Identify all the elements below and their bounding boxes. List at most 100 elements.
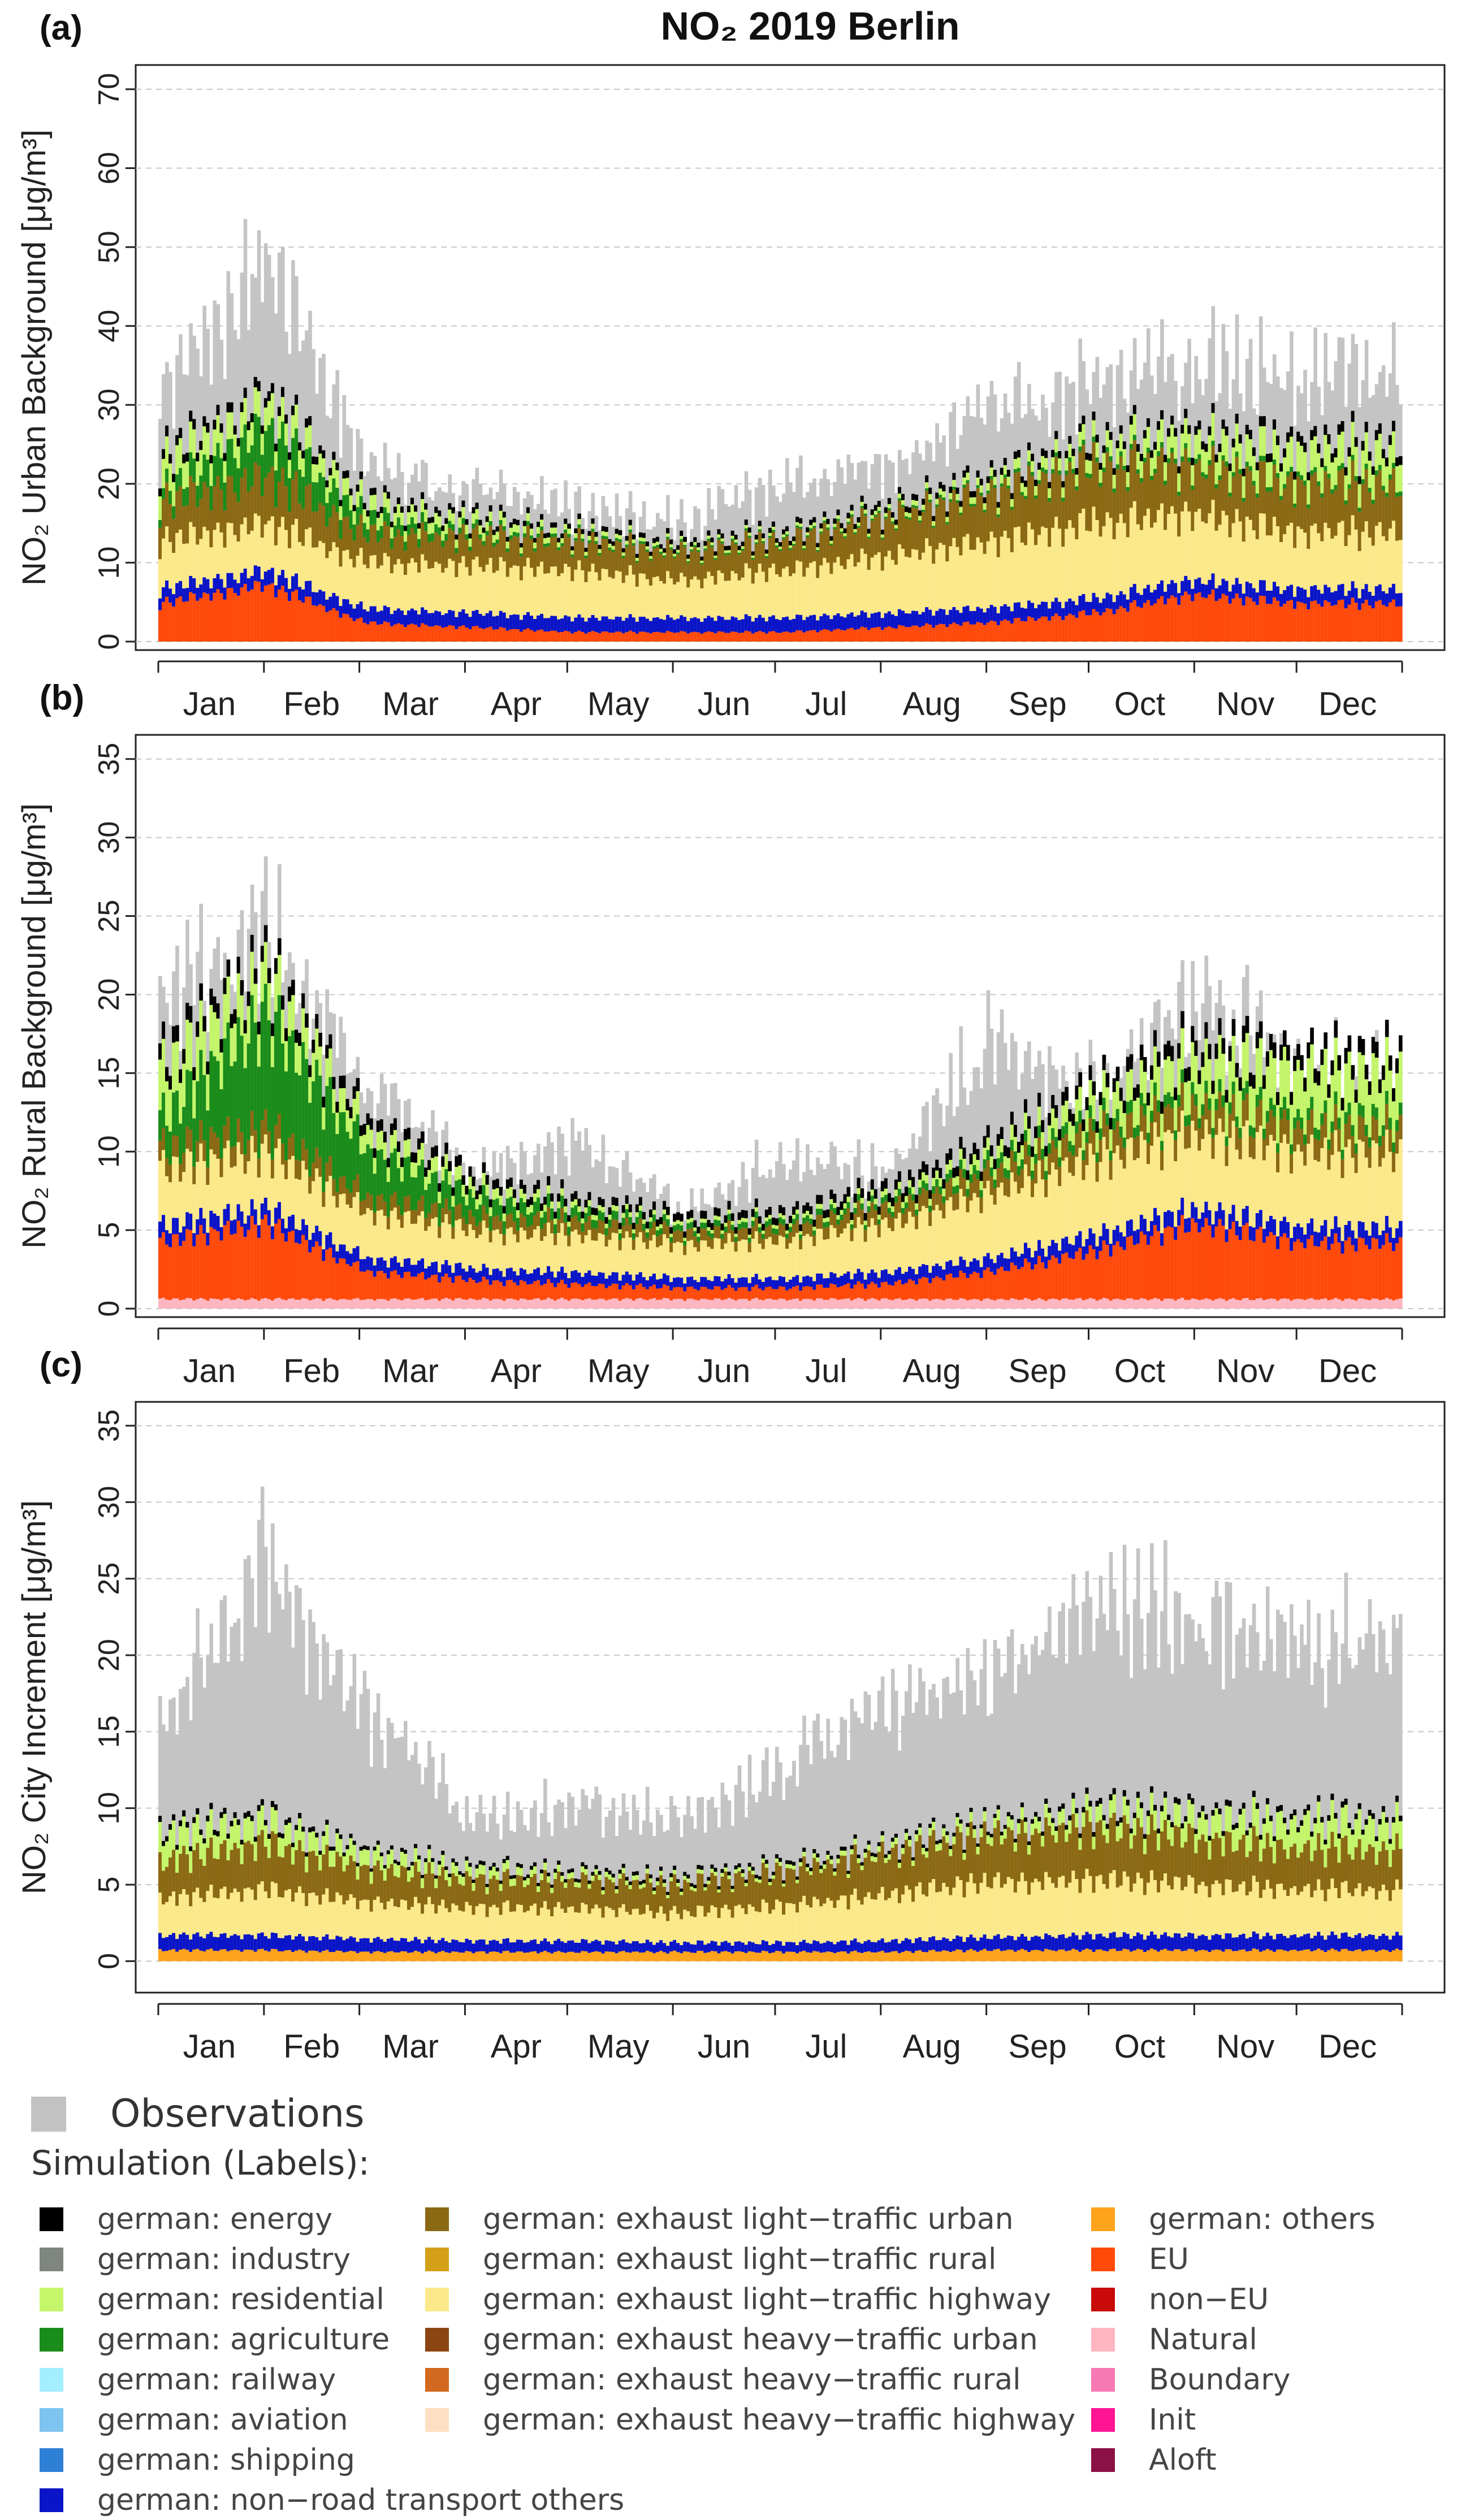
sim-bar-segment [1232,477,1236,523]
sim-bar-segment [264,1298,268,1309]
sim-bar-segment [254,1130,258,1153]
sim-bar-segment [615,529,619,534]
sim-bar-segment [1279,607,1283,642]
sim-bar-segment [745,1210,749,1218]
sim-bar-segment [240,995,244,1036]
sim-bar-segment [526,1300,530,1309]
sim-bar-segment [765,634,769,642]
sim-bar-segment [421,1258,425,1272]
sim-bar-segment [1054,597,1058,613]
sim-bar-segment [560,534,564,538]
sim-bar-segment [652,577,656,618]
sim-bar-segment [377,1271,380,1299]
sim-bar-segment [666,1298,670,1309]
sim-bar-segment [342,471,346,478]
sim-bar-segment [513,629,517,642]
sim-bar-segment [509,1227,513,1268]
sim-bar-segment [537,1180,540,1189]
y-tick-label: 35 [93,743,126,776]
sim-bar-segment [816,1284,820,1298]
sim-bar-segment [393,610,397,624]
sim-bar-segment [530,1197,534,1205]
sim-bar-segment [1034,496,1038,499]
sim-bar-segment [1337,584,1341,600]
sim-bar-segment [932,616,936,627]
sim-bar-segment [1170,425,1174,448]
sim-bar-segment [823,629,827,642]
sim-bar-segment [305,427,309,449]
sim-bar-segment [782,530,786,535]
sim-bar-segment [1068,599,1072,614]
sim-bar-segment [581,1300,585,1309]
sim-bar-segment [366,517,370,530]
sim-bar-segment [353,621,357,642]
sim-bar-segment [789,620,793,633]
sim-bar-segment [721,1231,725,1234]
sim-bar-segment [312,592,315,605]
sim-bar-segment [291,525,295,576]
sim-bar-segment [503,1222,507,1235]
sim-bar-segment [663,1210,667,1214]
sim-bar-segment [1341,584,1345,600]
sim-bar-segment [1027,451,1031,462]
sim-bar-segment [710,1249,714,1281]
sim-bar-segment [659,1245,663,1279]
sim-bar-segment [1017,457,1021,467]
sim-bar-segment [683,542,687,545]
sim-bar-segment [1368,492,1372,538]
sim-bar-segment [506,618,510,631]
sim-bar-segment [833,615,837,629]
sim-bar-segment [1096,457,1100,462]
sim-bar-segment [635,1212,639,1216]
sim-bar-segment [751,1209,755,1217]
sim-bar-segment [1249,583,1253,598]
sim-bar-segment [666,1239,670,1276]
sim-bar-segment [598,633,602,642]
sim-bar-segment [404,1140,408,1157]
sim-bar-segment [1048,501,1052,547]
sim-bar-segment [202,1299,206,1309]
sim-bar-segment [710,1239,714,1249]
sim-bar-segment [745,529,749,531]
sim-bar-segment [567,631,571,642]
sim-bar-segment [393,1256,397,1270]
sim-bar-segment [738,1224,742,1229]
sim-bar-segment [1378,465,1382,470]
sim-bar-segment [397,623,401,642]
sim-bar-segment [168,1300,172,1309]
sim-bar-segment [847,1197,851,1202]
x-tick-label: Feb [283,686,340,722]
sim-bar-segment [540,1241,544,1275]
sim-bar-segment [1167,436,1171,458]
sim-bar-segment [1208,580,1212,595]
sim-bar-segment [1191,490,1195,531]
sim-bar-segment [468,1266,472,1278]
sim-bar-segment [370,510,374,525]
sim-bar-segment [877,1219,881,1224]
sim-bar-segment [625,632,629,642]
sim-bar-segment [1317,482,1321,486]
sim-bar-segment [734,1227,738,1233]
sim-bar-segment [850,1229,854,1241]
sim-bar-segment [745,530,749,563]
sim-bar-segment [216,1003,220,1019]
sim-bar-segment [281,397,285,421]
sim-bar-segment [928,494,932,500]
y-tick-label: 10 [93,546,126,579]
sim-bar-segment [629,614,633,630]
sim-bar-segment [823,614,827,629]
sim-bar-segment [1392,463,1396,468]
sim-bar-segment [1180,581,1184,596]
sim-bar-segment [615,1220,619,1233]
sim-bar-segment [533,552,537,577]
y-tick-label: 40 [93,310,126,343]
sim-bar-segment [486,1267,490,1279]
sim-bar-segment [1113,614,1117,642]
sim-bar-segment [717,570,721,616]
sim-bar-segment [308,1077,312,1103]
sim-bar-segment [1351,422,1355,454]
sim-bar-segment [424,1167,428,1176]
sim-bar-segment [779,1276,782,1286]
sim-bar-segment [619,1250,622,1281]
sim-bar-segment [444,524,448,534]
